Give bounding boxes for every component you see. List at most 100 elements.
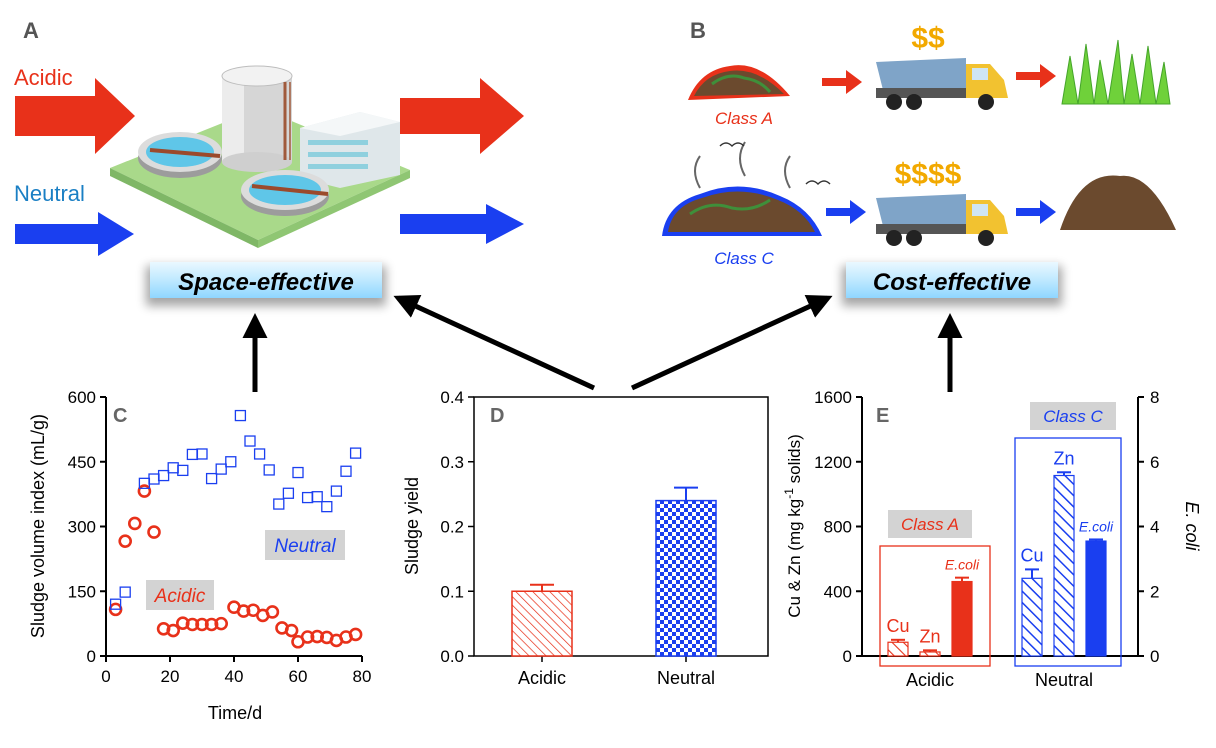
cost-effective-label: Cost-effective — [873, 269, 1031, 296]
chart-c-acidic-label: Acidic — [154, 586, 206, 607]
chart-e-class-label: Class A — [901, 515, 959, 534]
chart-c-point-neutral — [311, 491, 323, 503]
wastewater-plant-illustration — [110, 65, 410, 248]
chart-e-left-tick-label: 800 — [824, 518, 852, 537]
chart-c-point-neutral — [215, 463, 227, 475]
chart-d-sludge-yield: D Sludge yield 0.0 0.1 0.2 0.3 0.4 Acidic Neut… — [402, 388, 769, 688]
chart-c-point-neutral — [177, 464, 189, 477]
panel-e-label: E — [876, 405, 889, 427]
chart-c-point-acidic — [300, 630, 315, 644]
chart-c-point-neutral — [109, 598, 122, 610]
chart-e-left-tick-label: 400 — [824, 582, 852, 601]
space-effective-label: Space-effective — [178, 269, 354, 296]
cost-effective-banner: Cost-effective — [842, 262, 1062, 306]
neutral-tag-box — [265, 530, 345, 560]
chart-e-bar-label: Zn — [1053, 448, 1074, 468]
chart-c-neutral-label: Neutral — [274, 536, 336, 557]
chart-c-point-acidic — [147, 525, 161, 539]
chart-c-point-acidic — [128, 516, 142, 531]
chart-c-point-neutral — [253, 448, 266, 460]
chart-e-left-axis-label: Cu & Zn (mg kg-1 solids) — [782, 434, 804, 618]
chart-c-svi: C Sludge volume index (mL/g) Time/d 0 150… — [28, 388, 371, 723]
chart-d-y-tick-label: 0.2 — [440, 518, 464, 537]
class-a-sludge-pile-icon — [688, 65, 790, 100]
space-effective-banner: Space-effective — [146, 262, 386, 306]
chart-e-right-tick-label: 0 — [1150, 647, 1159, 666]
acidic-outflow-arrow — [400, 78, 524, 154]
chart-c-point-neutral — [234, 409, 247, 422]
chart-c-point-neutral — [273, 498, 285, 510]
panel-b: B Class A $$ — [662, 18, 1176, 268]
chart-c-point-acidic — [214, 616, 228, 631]
chart-c-point-neutral — [148, 473, 160, 485]
acidic-inflow-arrow — [15, 78, 135, 154]
dump-truck-icon — [876, 58, 1008, 110]
panel-c-label: C — [113, 405, 127, 427]
chart-e-right-tick-label: 8 — [1150, 388, 1159, 407]
chart-c-point-neutral — [186, 448, 199, 461]
chart-c-point-neutral — [157, 469, 170, 482]
chart-c-point-neutral — [225, 456, 237, 468]
class-c-label: Class C — [714, 249, 774, 268]
neutral-input-label: Neutral — [14, 181, 85, 206]
chart-e-x-tick-label: Acidic — [906, 670, 954, 690]
chart-e-group-box-acidic — [879, 545, 991, 667]
chart-e-x-tick-label: Neutral — [1035, 670, 1093, 690]
chart-c-y-tick-label: 600 — [68, 388, 96, 407]
chart-c-x-tick-label: 40 — [225, 667, 244, 686]
chart-e-class-tag-box — [1030, 402, 1116, 430]
grass-icon — [1061, 39, 1171, 105]
chart-e-bar-acidic-ecoli — [951, 580, 973, 657]
cost-high-label: $$$$ — [895, 158, 962, 191]
chart-c-point-neutral — [340, 465, 352, 477]
chart-c-y-tick-label: 0 — [87, 647, 96, 666]
chart-d-y-axis-label: Sludge yield — [402, 477, 422, 575]
chart-d-y-tick-label: 0.1 — [440, 582, 464, 601]
chart-d-y-tick-label: 0.3 — [440, 453, 464, 472]
chart-c-point-acidic — [195, 617, 209, 632]
chart-c-point-neutral — [321, 500, 333, 513]
chart-e-right-axis-label: E. coli — [1182, 501, 1202, 551]
chart-c-point-acidic — [310, 629, 325, 644]
chart-e-bar-label: E.coli — [945, 557, 980, 573]
chart-e-right-tick-label: 6 — [1150, 453, 1159, 472]
cost-low-label: $$ — [911, 22, 945, 55]
chart-e-left-tick-label: 1200 — [814, 453, 852, 472]
panel-a-label: A — [23, 18, 39, 43]
chart-e-bar-neutral-zn — [1053, 474, 1075, 657]
class-c-to-truck-arrow — [826, 200, 866, 224]
chart-c-x-tick-label: 60 — [289, 667, 308, 686]
chart-d-y-tick-label: 0.4 — [440, 388, 464, 407]
chart-c-point-neutral — [349, 447, 362, 459]
chart-c-point-neutral — [196, 448, 208, 460]
chart-e-right-tick-label: 4 — [1150, 518, 1159, 537]
d-to-space-arrow — [393, 294, 596, 391]
chart-e-left-tick-label: 1600 — [814, 388, 852, 407]
d-to-cost-arrow — [630, 294, 833, 391]
chart-c-point-neutral — [119, 586, 131, 598]
chart-c-x-tick-label: 80 — [353, 667, 372, 686]
chart-c-point-neutral — [263, 464, 275, 476]
chart-c-point-neutral — [330, 485, 343, 497]
chart-c-point-neutral — [205, 472, 218, 485]
class-a-to-truck-arrow — [822, 70, 862, 94]
chart-c-point-acidic — [166, 623, 180, 638]
chart-c-point-neutral — [167, 462, 179, 474]
connecting-arrows — [242, 294, 963, 392]
panel-a: A Acidic Neutral — [14, 18, 524, 256]
chart-d-x-tick-label: Acidic — [518, 668, 566, 688]
acidic-tag-box — [146, 580, 214, 610]
chart-d-x-tick-label: Neutral — [657, 668, 715, 688]
chart-e-bar-label: E.coli — [1079, 518, 1114, 534]
chart-e-bar-label: Zn — [919, 626, 940, 646]
chart-e-group-box-neutral — [1014, 437, 1122, 667]
soil-pile-icon — [1060, 175, 1176, 230]
chart-c-x-tick-label: 0 — [101, 667, 110, 686]
chart-e-bar-neutral-ecoli — [1085, 540, 1107, 657]
chart-c-point-acidic — [284, 623, 299, 638]
chart-c-point-neutral — [244, 435, 256, 447]
chart-c-x-tick-label: 20 — [161, 667, 180, 686]
chart-e-class-label: Class C — [1043, 407, 1103, 426]
class-c-sludge-pile-icon — [662, 141, 831, 236]
